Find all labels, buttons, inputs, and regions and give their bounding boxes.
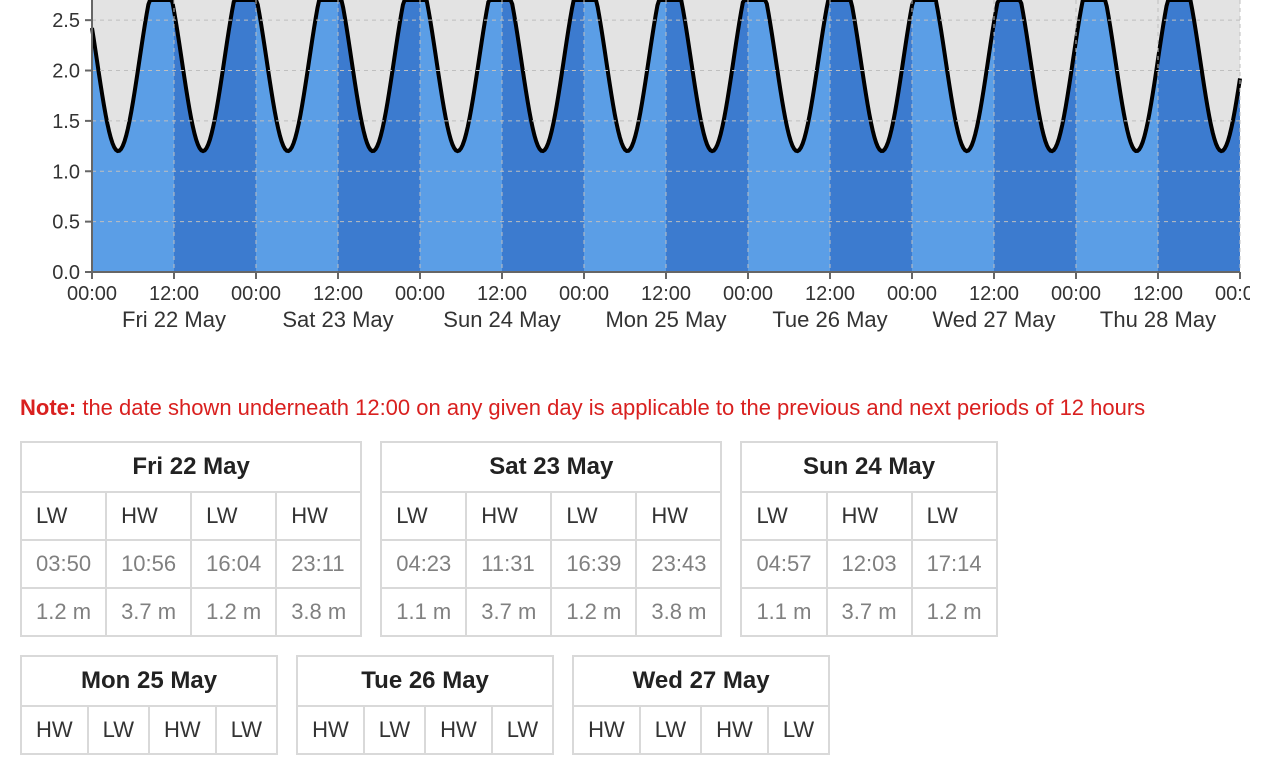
tide-time: 16:39 bbox=[551, 540, 636, 588]
svg-text:00:00: 00:00 bbox=[1215, 283, 1250, 305]
tide-type: HW bbox=[573, 706, 640, 754]
svg-text:00:00: 00:00 bbox=[559, 283, 609, 305]
svg-text:0.5: 0.5 bbox=[52, 212, 80, 234]
tide-height: 3.7 m bbox=[106, 588, 191, 636]
tide-height: 3.7 m bbox=[466, 588, 551, 636]
tide-time: 04:57 bbox=[741, 540, 826, 588]
tide-type: HW bbox=[701, 706, 768, 754]
tide-type: LW bbox=[21, 492, 106, 540]
tide-table: Wed 27 MayHWLWHWLW bbox=[572, 655, 830, 755]
tide-type: HW bbox=[276, 492, 361, 540]
tide-height: 1.2 m bbox=[21, 588, 106, 636]
tide-type: HW bbox=[636, 492, 721, 540]
tide-table: Mon 25 MayHWLWHWLW bbox=[20, 655, 278, 755]
svg-text:Tue 26 May: Tue 26 May bbox=[772, 307, 887, 332]
svg-text:12:00: 12:00 bbox=[313, 283, 363, 305]
tide-type: LW bbox=[551, 492, 636, 540]
tide-table: Tue 26 MayHWLWHWLW bbox=[296, 655, 554, 755]
tide-time: 10:56 bbox=[106, 540, 191, 588]
tide-type: LW bbox=[640, 706, 701, 754]
tide-type: HW bbox=[425, 706, 492, 754]
tide-type: LW bbox=[88, 706, 149, 754]
tide-type: LW bbox=[364, 706, 425, 754]
note-bold: Note: bbox=[20, 395, 76, 420]
tide-type: HW bbox=[297, 706, 364, 754]
svg-text:2.0: 2.0 bbox=[52, 61, 80, 83]
tide-height: 1.2 m bbox=[191, 588, 276, 636]
svg-text:2.5: 2.5 bbox=[52, 10, 80, 32]
tide-height: 3.7 m bbox=[827, 588, 912, 636]
svg-text:Wed 27 May: Wed 27 May bbox=[932, 307, 1055, 332]
svg-text:12:00: 12:00 bbox=[805, 283, 855, 305]
svg-text:Sun 24 May: Sun 24 May bbox=[443, 307, 560, 332]
svg-text:00:00: 00:00 bbox=[1051, 283, 1101, 305]
tide-time: 11:31 bbox=[466, 540, 551, 588]
svg-text:Mon 25 May: Mon 25 May bbox=[605, 307, 726, 332]
svg-text:12:00: 12:00 bbox=[641, 283, 691, 305]
svg-text:12:00: 12:00 bbox=[149, 283, 199, 305]
svg-text:Fri 22 May: Fri 22 May bbox=[122, 307, 226, 332]
note-text: the date shown underneath 12:00 on any g… bbox=[76, 395, 1145, 420]
tide-time: 04:23 bbox=[381, 540, 466, 588]
tide-type: LW bbox=[741, 492, 826, 540]
tide-table: Sun 24 MayLWHWLW04:5712:0317:141.1 m3.7 … bbox=[740, 441, 997, 637]
tide-time: 03:50 bbox=[21, 540, 106, 588]
tide-height: 1.1 m bbox=[381, 588, 466, 636]
svg-text:12:00: 12:00 bbox=[477, 283, 527, 305]
tide-type: LW bbox=[381, 492, 466, 540]
svg-text:1.0: 1.0 bbox=[52, 161, 80, 183]
tide-table: Sat 23 MayLWHWLWHW04:2311:3116:3923:431.… bbox=[380, 441, 722, 637]
tide-type: LW bbox=[912, 492, 997, 540]
tide-table-title: Mon 25 May bbox=[21, 656, 277, 706]
tide-type: LW bbox=[492, 706, 553, 754]
svg-text:00:00: 00:00 bbox=[67, 283, 117, 305]
tide-height: 1.1 m bbox=[741, 588, 826, 636]
tide-table: Fri 22 MayLWHWLWHW03:5010:5616:0423:111.… bbox=[20, 441, 362, 637]
tide-table-title: Wed 27 May bbox=[573, 656, 829, 706]
tide-table-title: Sat 23 May bbox=[381, 442, 721, 492]
tide-height: 3.8 m bbox=[636, 588, 721, 636]
svg-text:1.5: 1.5 bbox=[52, 111, 80, 133]
tide-time: 17:14 bbox=[912, 540, 997, 588]
svg-text:0.0: 0.0 bbox=[52, 262, 80, 284]
tide-table-title: Sun 24 May bbox=[741, 442, 996, 492]
svg-text:00:00: 00:00 bbox=[723, 283, 773, 305]
tide-type: LW bbox=[768, 706, 829, 754]
svg-text:12:00: 12:00 bbox=[969, 283, 1019, 305]
tide-type: LW bbox=[191, 492, 276, 540]
tide-height: 1.2 m bbox=[551, 588, 636, 636]
tide-type: HW bbox=[21, 706, 88, 754]
note: Note: the date shown underneath 12:00 on… bbox=[0, 370, 1278, 441]
tide-time: 23:11 bbox=[276, 540, 361, 588]
tide-type: HW bbox=[466, 492, 551, 540]
tide-chart: 0.0 0.5 1.0 1.5 2.0 2.5 00:00 12:00 00:00 12:00 00… bbox=[0, 0, 1278, 370]
svg-text:00:00: 00:00 bbox=[395, 283, 445, 305]
tide-time: 23:43 bbox=[636, 540, 721, 588]
tide-table-title: Fri 22 May bbox=[21, 442, 361, 492]
svg-text:00:00: 00:00 bbox=[887, 283, 937, 305]
tide-tables: Fri 22 MayLWHWLWHW03:5010:5616:0423:111.… bbox=[0, 441, 1278, 755]
tide-time: 16:04 bbox=[191, 540, 276, 588]
tide-height: 1.2 m bbox=[912, 588, 997, 636]
svg-text:12:00: 12:00 bbox=[1133, 283, 1183, 305]
tide-type: HW bbox=[106, 492, 191, 540]
svg-text:00:00: 00:00 bbox=[231, 283, 281, 305]
tide-time: 12:03 bbox=[827, 540, 912, 588]
tide-table-title: Tue 26 May bbox=[297, 656, 553, 706]
tide-type: LW bbox=[216, 706, 277, 754]
svg-text:Sat 23 May: Sat 23 May bbox=[282, 307, 393, 332]
tide-type: HW bbox=[149, 706, 216, 754]
tide-chart-svg: 0.0 0.5 1.0 1.5 2.0 2.5 00:00 12:00 00:00 12:00 00… bbox=[30, 0, 1250, 360]
svg-text:Thu 28 May: Thu 28 May bbox=[1100, 307, 1216, 332]
tide-height: 3.8 m bbox=[276, 588, 361, 636]
tide-type: HW bbox=[827, 492, 912, 540]
